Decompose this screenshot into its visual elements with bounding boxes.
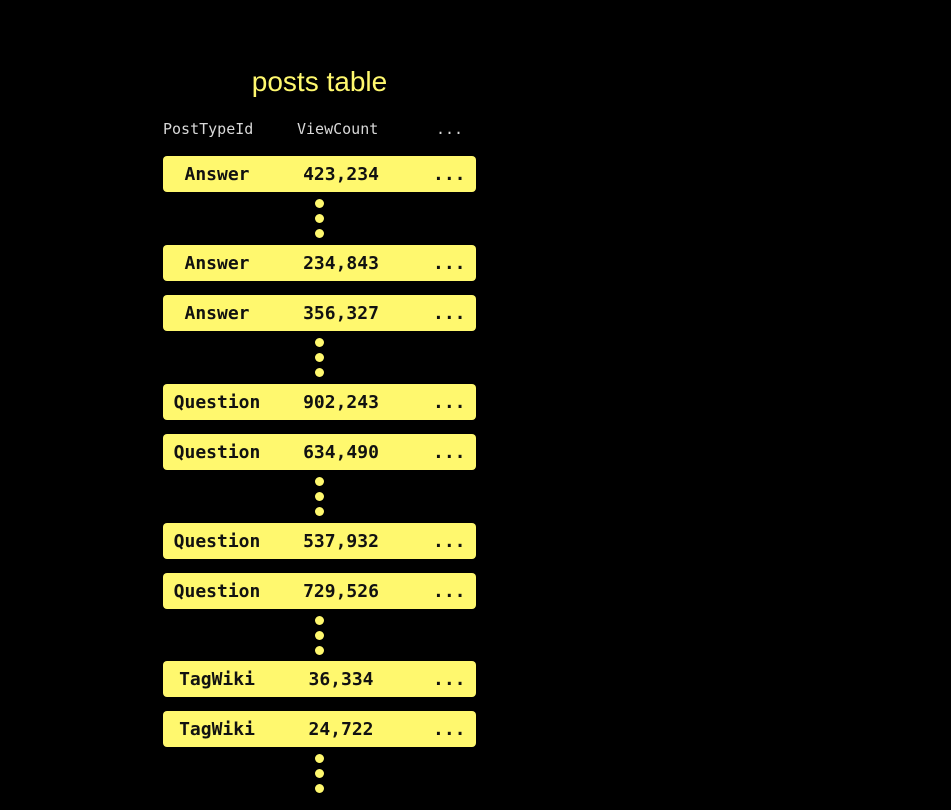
table-row: TagWiki 36,334... — [163, 661, 476, 697]
ellipsis-dot — [315, 784, 324, 793]
ellipsis-dot — [315, 229, 324, 238]
ellipsis-dot — [315, 754, 324, 763]
ellipsis-dot — [315, 616, 324, 625]
ellipsis-dot — [315, 353, 324, 362]
table-title: posts table — [251, 66, 388, 97]
view-count: 423,234 — [303, 164, 379, 185]
column-header-viewcount: ViewCount — [297, 120, 379, 138]
more-columns: ... — [433, 442, 466, 463]
more-columns: ... — [433, 531, 466, 552]
more-columns: ... — [433, 719, 466, 740]
ellipsis-dot — [315, 477, 324, 486]
post-type: Question — [173, 392, 261, 413]
table-row: Question 634,490... — [163, 434, 476, 470]
view-count: 24,722 — [308, 719, 374, 740]
ellipsis-dot — [315, 338, 324, 347]
ellipsis-dot — [315, 646, 324, 655]
more-columns: ... — [433, 253, 466, 274]
ellipsis-dot — [315, 492, 324, 501]
table-row: TagWiki 24,722... — [163, 711, 476, 747]
view-count: 356,327 — [303, 303, 379, 324]
ellipsis-dot — [315, 507, 324, 516]
more-columns: ... — [433, 581, 466, 602]
view-count: 537,932 — [303, 531, 379, 552]
ellipsis-dot — [315, 769, 324, 778]
column-header-more: ... — [436, 120, 464, 138]
post-type: Question — [173, 581, 261, 602]
more-columns: ... — [433, 164, 466, 185]
post-type: Answer — [184, 253, 250, 274]
more-columns: ... — [433, 669, 466, 690]
ellipsis-dot — [315, 199, 324, 208]
post-type: Answer — [184, 164, 250, 185]
view-count: 729,526 — [303, 581, 379, 602]
table-row: Answer 356,327... — [163, 295, 476, 331]
post-type: Question — [173, 531, 261, 552]
column-header-posttypeid: PostTypeId — [163, 120, 254, 138]
ellipsis-dot — [315, 368, 324, 377]
table-row: Answer 423,234... — [163, 156, 476, 192]
post-type: TagWiki — [179, 719, 255, 740]
ellipsis-dot — [315, 214, 324, 223]
view-count: 634,490 — [303, 442, 379, 463]
table-row: Question 729,526... — [163, 573, 476, 609]
more-columns: ... — [433, 392, 466, 413]
table-row: Question 537,932... — [163, 523, 476, 559]
table-row: Question 902,243... — [163, 384, 476, 420]
view-count: 902,243 — [303, 392, 379, 413]
table-row: Answer 234,843... — [163, 245, 476, 281]
view-count: 234,843 — [303, 253, 379, 274]
view-count: 36,334 — [308, 669, 374, 690]
ellipsis-dot — [315, 631, 324, 640]
post-type: TagWiki — [179, 669, 255, 690]
more-columns: ... — [433, 303, 466, 324]
post-type: Answer — [184, 303, 250, 324]
post-type: Question — [173, 442, 261, 463]
